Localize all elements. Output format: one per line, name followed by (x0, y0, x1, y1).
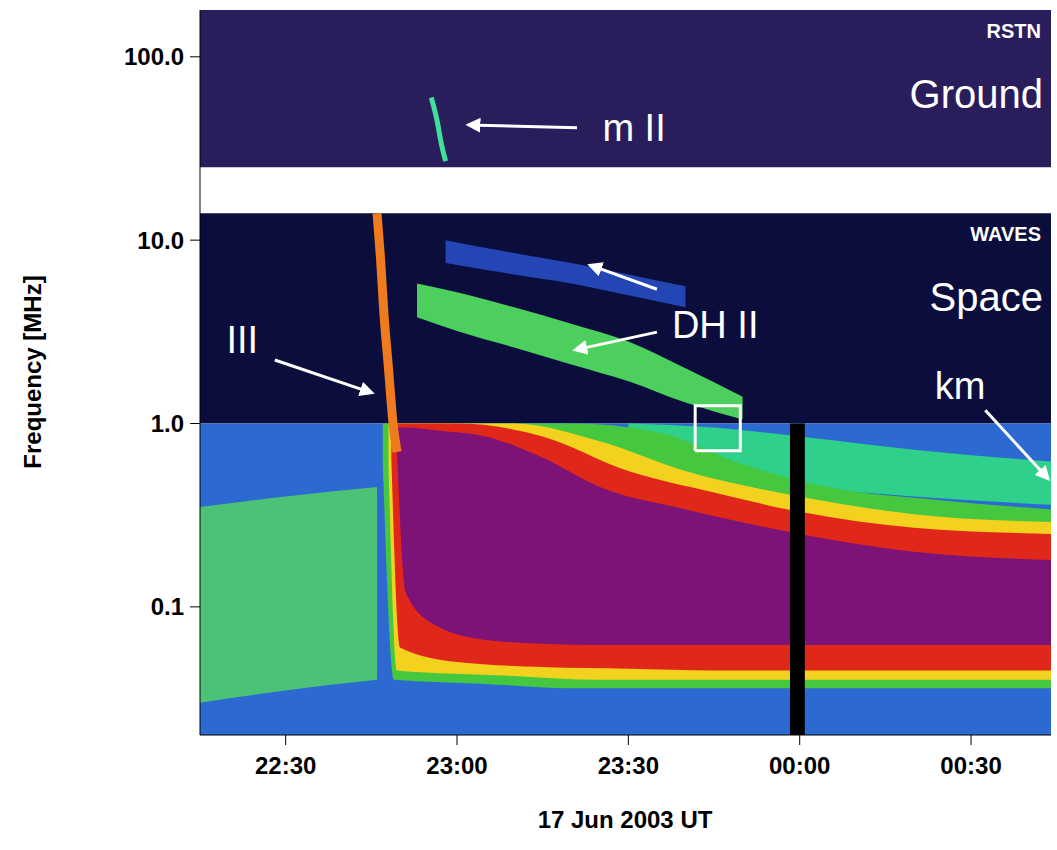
svg-text:Ground: Ground (910, 72, 1043, 116)
svg-text:m II: m II (602, 107, 665, 149)
svg-text:00:30: 00:30 (940, 752, 1001, 779)
svg-text:17 Jun 2003 UT: 17 Jun 2003 UT (538, 806, 713, 833)
svg-text:III: III (226, 319, 258, 361)
svg-text:1.0: 1.0 (151, 410, 184, 437)
svg-text:Space: Space (930, 275, 1043, 319)
svg-text:RSTN: RSTN (987, 20, 1041, 42)
svg-text:23:00: 23:00 (426, 752, 487, 779)
svg-text:DH II: DH II (672, 304, 759, 346)
svg-text:0.1: 0.1 (151, 593, 184, 620)
svg-text:WAVES: WAVES (970, 223, 1041, 245)
svg-text:23:30: 23:30 (598, 752, 659, 779)
svg-text:km: km (935, 365, 986, 407)
svg-text:100.0: 100.0 (124, 43, 184, 70)
svg-text:Frequency [MHz]: Frequency [MHz] (19, 275, 46, 468)
svg-text:10.0: 10.0 (137, 227, 184, 254)
svg-text:22:30: 22:30 (255, 752, 316, 779)
svg-text:00:00: 00:00 (769, 752, 830, 779)
